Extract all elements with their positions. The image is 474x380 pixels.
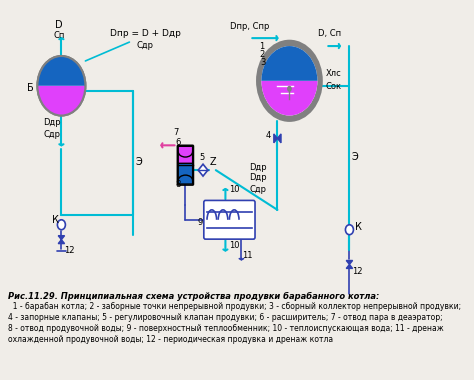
Circle shape	[346, 225, 354, 235]
Text: охлажденной продувочной воды; 12 - периодическая продувка и дренаж котла: охлажденной продувочной воды; 12 - перио…	[8, 335, 333, 344]
Circle shape	[37, 56, 85, 116]
Text: 11: 11	[242, 250, 253, 260]
Text: К: К	[355, 222, 362, 232]
Polygon shape	[58, 236, 64, 240]
Circle shape	[262, 46, 318, 116]
Wedge shape	[37, 86, 85, 116]
Text: Dпр, Спр: Dпр, Спр	[230, 22, 269, 31]
FancyBboxPatch shape	[178, 163, 192, 184]
Text: 12: 12	[64, 245, 74, 255]
Text: Сдр: Сдр	[249, 185, 266, 194]
Polygon shape	[277, 134, 281, 143]
Wedge shape	[262, 81, 318, 116]
FancyBboxPatch shape	[204, 200, 255, 239]
Wedge shape	[262, 46, 318, 81]
Polygon shape	[274, 134, 277, 143]
Text: Сп: Сп	[53, 31, 64, 40]
Text: 5: 5	[200, 153, 205, 162]
Text: 7: 7	[173, 128, 179, 138]
Text: Э: Э	[136, 157, 143, 167]
Text: Сдр: Сдр	[137, 41, 154, 50]
Text: Dдр: Dдр	[249, 173, 267, 182]
Text: 4 - запорные клапаны; 5 - регулировочный клапан продувки; 6 - расширитель; 7 - о: 4 - запорные клапаны; 5 - регулировочный…	[8, 313, 442, 322]
Text: 1 - барабан котла; 2 - заборные точки непрерывной продувки; 3 - сборный коллекто: 1 - барабан котла; 2 - заборные точки не…	[8, 302, 461, 311]
Text: 6: 6	[176, 138, 181, 147]
Wedge shape	[37, 56, 85, 86]
Text: Сдр: Сдр	[43, 130, 60, 139]
Text: Рис.11.29. Принципиальная схема устройства продувки барабанного котла:: Рис.11.29. Принципиальная схема устройст…	[8, 292, 379, 301]
Text: 1: 1	[259, 42, 264, 51]
Text: 3: 3	[261, 58, 266, 67]
Text: 10: 10	[229, 241, 240, 250]
Circle shape	[57, 220, 65, 230]
Text: Э: Э	[352, 152, 359, 162]
Text: 9: 9	[197, 218, 203, 227]
Text: Dпр = D + Dдр: Dпр = D + Dдр	[110, 29, 181, 38]
Text: Z: Z	[210, 157, 216, 167]
Text: Хлс: Хлс	[326, 69, 341, 78]
Circle shape	[257, 41, 321, 120]
Text: Сок: Сок	[326, 82, 342, 91]
Text: D, Сп: D, Сп	[318, 29, 341, 38]
Text: К: К	[52, 215, 58, 225]
Polygon shape	[346, 264, 353, 268]
Text: 8: 8	[176, 180, 181, 189]
Text: 4: 4	[265, 131, 271, 140]
Text: Б: Б	[27, 83, 34, 93]
Polygon shape	[58, 240, 64, 244]
Text: Dдр: Dдр	[43, 119, 61, 127]
Text: 8 - отвод продувочной воды; 9 - поверхностный теплообменник; 10 - теплоиспускающ: 8 - отвод продувочной воды; 9 - поверхно…	[8, 324, 444, 333]
Circle shape	[287, 86, 292, 92]
Text: Dдр: Dдр	[249, 163, 267, 172]
Text: 10: 10	[229, 185, 240, 194]
Text: 12: 12	[352, 268, 362, 276]
Polygon shape	[198, 164, 208, 176]
Text: 2: 2	[259, 50, 264, 59]
Text: D: D	[55, 20, 63, 30]
Polygon shape	[346, 260, 353, 264]
FancyBboxPatch shape	[178, 146, 192, 167]
